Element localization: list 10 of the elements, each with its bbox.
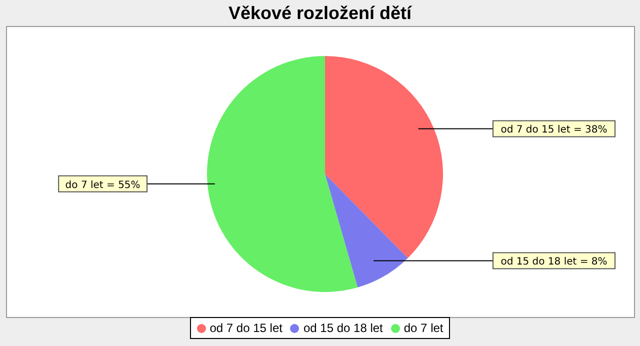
pie-slice xyxy=(207,56,358,292)
data-label: od 7 do 15 let = 38% xyxy=(500,124,608,136)
chart-title: Věkové rozložení dětí xyxy=(227,2,413,24)
legend-label: do 7 let xyxy=(404,321,444,335)
legend-label: od 15 do 18 let xyxy=(303,321,383,335)
legend-label: od 7 do 15 let xyxy=(210,321,282,335)
pie-slice xyxy=(325,174,408,288)
data-label: do 7 let = 55% xyxy=(65,180,140,191)
data-label: od 15 do 18 let = 8% xyxy=(500,256,608,268)
pie-slice xyxy=(325,56,443,258)
